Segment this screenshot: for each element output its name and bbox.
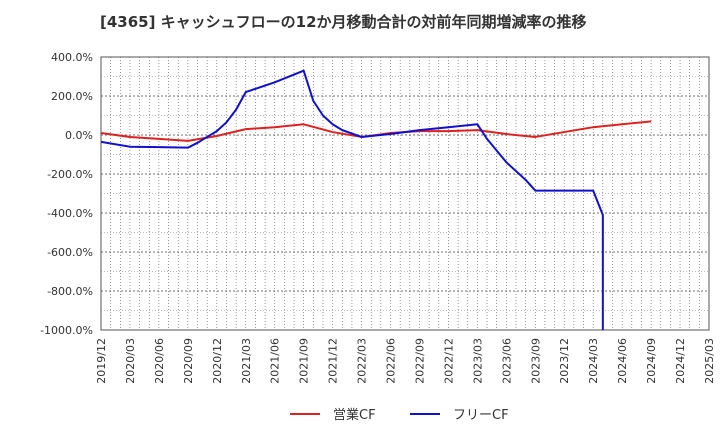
y-tick-label: -800.0% — [47, 285, 93, 298]
x-tick-label: 2022/03 — [356, 338, 369, 384]
x-tick-label: 2021/09 — [298, 338, 311, 384]
x-tick-label: 2023/09 — [529, 338, 542, 384]
series-lines — [101, 69, 652, 330]
y-tick-label: -200.0% — [47, 168, 93, 181]
x-tick-label: 2024/09 — [645, 338, 658, 384]
x-tick-label: 2024/12 — [674, 338, 687, 384]
chart-title: [4365] キャッシュフローの12か月移動合計の対前年同期増減率の推移 — [100, 13, 587, 31]
y-axis: 400.0% 200.0% 0.0% -200.0% -400.0% -600.0% -80… — [40, 51, 93, 337]
x-tick-label: 2022/06 — [385, 338, 398, 384]
x-axis: 2019/12 2020/03 2020/06 2020/09 2020/12 2021/… — [95, 338, 716, 384]
legend-label: 営業CF — [333, 407, 376, 423]
x-tick-label: 2021/06 — [269, 338, 282, 384]
x-tick-label: 2020/12 — [211, 338, 224, 384]
x-tick-label: 2024/06 — [616, 338, 629, 384]
y-tick-label: -400.0% — [47, 207, 93, 220]
legend: 営業CF フリーCF — [290, 407, 509, 423]
x-tick-label: 2020/09 — [182, 338, 195, 384]
y-tick-label: -600.0% — [47, 246, 93, 259]
x-tick-label: 2023/12 — [558, 338, 571, 384]
x-tick-label: 2021/03 — [240, 338, 253, 384]
x-tick-label: 2023/03 — [471, 338, 484, 384]
y-tick-label: -1000.0% — [40, 324, 93, 337]
legend-label: フリーCF — [453, 408, 509, 423]
series-line-free-cf — [101, 69, 604, 330]
x-tick-label: 2023/06 — [500, 338, 513, 384]
x-tick-label: 2021/12 — [327, 338, 340, 384]
x-tick-label: 2019/12 — [95, 338, 108, 384]
x-tick-label: 2022/12 — [442, 338, 455, 384]
x-tick-label: 2024/03 — [587, 338, 600, 384]
x-tick-label: 2022/09 — [413, 338, 426, 384]
x-tick-label: 2025/03 — [703, 338, 716, 384]
y-tick-label: 200.0% — [51, 90, 93, 103]
y-tick-label: 0.0% — [65, 129, 93, 142]
x-tick-label: 2020/03 — [124, 338, 137, 384]
x-tick-label: 2020/06 — [153, 338, 166, 384]
y-tick-label: 400.0% — [51, 51, 93, 64]
grid-lines — [101, 57, 709, 330]
